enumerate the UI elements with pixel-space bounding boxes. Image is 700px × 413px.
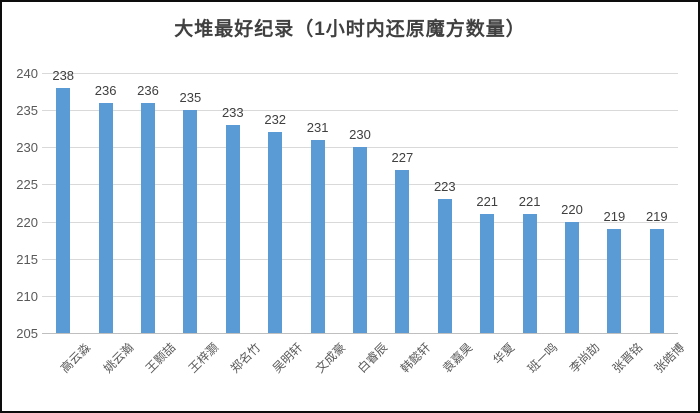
bar-张晋铭 (607, 229, 622, 333)
bar-value-label: 221 (476, 194, 499, 210)
bar-value-label: 236 (94, 82, 117, 98)
bar-郑名竹 (225, 125, 240, 333)
y-tick-label-235: 235 (16, 103, 38, 119)
chart-title: 大堆最好纪录（1小时内还原魔方数量） (174, 19, 526, 40)
bar-value-label: 223 (433, 179, 456, 195)
bar-王梓灏 (183, 110, 198, 333)
bar-value-label: 219 (603, 209, 626, 224)
bar-白睿辰 (353, 147, 367, 333)
bar-value-label: 230 (349, 127, 371, 143)
bar-value-label: 220 (561, 201, 583, 217)
y-tick-label-220: 220 (16, 214, 38, 230)
bar-value-label: 233 (221, 105, 244, 120)
bar-高云淼 (56, 87, 71, 333)
bar-文成豪 (310, 139, 325, 333)
bar-value-label: 236 (137, 82, 159, 98)
bar-袁嘉昊 (437, 199, 452, 333)
bar-姚云瀚 (98, 102, 113, 333)
bar-value-label: 231 (306, 119, 329, 135)
bar-value-label: 227 (391, 149, 414, 165)
gridline-205 (42, 333, 678, 334)
y-tick-label-240: 240 (16, 66, 38, 81)
y-tick-label-210: 210 (16, 288, 38, 304)
bar-value-label: 221 (518, 194, 541, 210)
bar-班一鸣 (522, 214, 537, 333)
bar-王颢喆 (141, 102, 155, 333)
plot-area: 238 236 236 235 233 232 231 230 227 223 221 221 220 2… (42, 68, 678, 334)
gridline-240 (42, 73, 678, 74)
bar-韩懿轩 (395, 169, 410, 333)
y-tick-label-215: 215 (16, 251, 38, 267)
bar-张皓博 (649, 229, 664, 333)
bar-华夏 (480, 214, 495, 333)
bar-吴明轩 (268, 132, 283, 333)
y-tick-label-230: 230 (16, 140, 38, 156)
y-tick-label-205: 205 (16, 326, 38, 341)
bar-value-label: 232 (264, 112, 287, 128)
y-tick-label-225: 225 (16, 177, 38, 193)
bar-value-label: 238 (52, 67, 75, 83)
bar-value-label: 235 (179, 90, 202, 106)
gridline-235 (42, 110, 678, 112)
bar-李尚劼 (565, 221, 579, 333)
bar-value-label: 219 (645, 209, 668, 224)
